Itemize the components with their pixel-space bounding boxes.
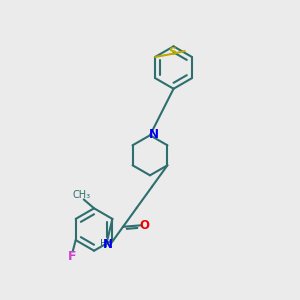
Text: H: H — [100, 239, 107, 249]
Text: O: O — [139, 219, 149, 232]
Text: N: N — [103, 238, 112, 251]
Text: N: N — [149, 128, 159, 141]
Text: F: F — [68, 250, 76, 263]
Text: CH₃: CH₃ — [73, 190, 91, 200]
Text: S: S — [168, 47, 176, 57]
